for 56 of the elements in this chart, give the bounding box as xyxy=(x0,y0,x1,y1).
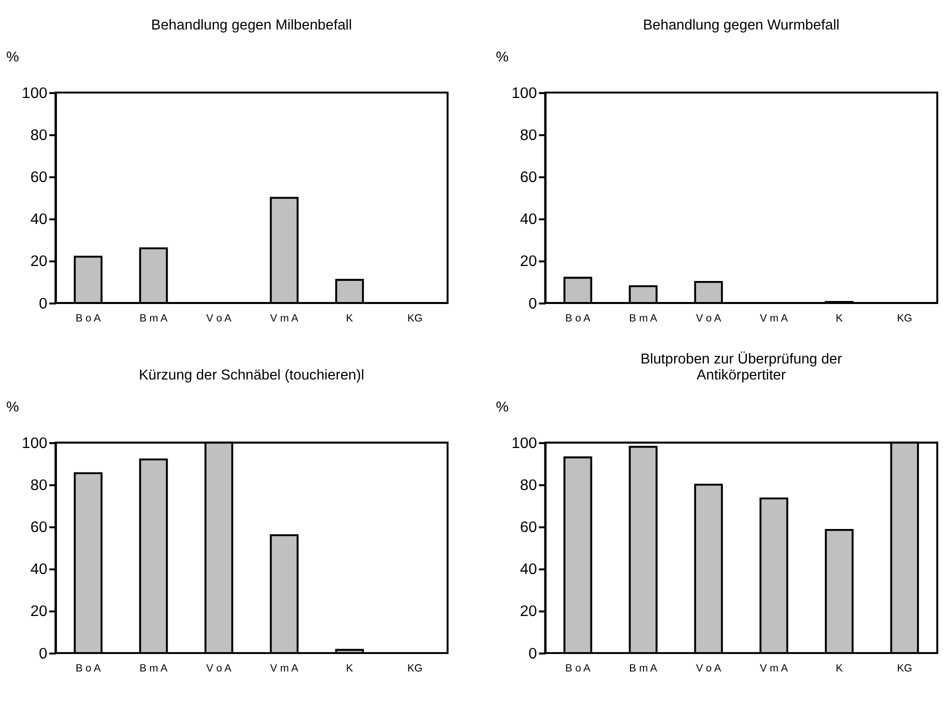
y-axis-title: % xyxy=(496,400,509,416)
y-tick-label: 100 xyxy=(22,434,48,452)
x-tick-label: K xyxy=(836,662,843,675)
x-tick-label: V m A xyxy=(270,662,298,675)
chart-title: Blutproben zur Überprüfung der Antikörpertiter xyxy=(640,351,842,384)
y-tick-label: 40 xyxy=(520,211,538,228)
y-tick-label: 20 xyxy=(520,253,538,270)
chart-title: Behandlung gegen Wurmbefall xyxy=(642,17,840,34)
x-tick-label: K xyxy=(346,312,354,325)
y-tick-label: 40 xyxy=(30,561,48,578)
x-tick-label: B m A xyxy=(139,312,168,325)
y-tick-label: 80 xyxy=(520,126,538,144)
y-tick-label: 20 xyxy=(30,603,48,620)
x-tick-label: B o A xyxy=(76,662,101,675)
x-tick-label: V m A xyxy=(270,312,298,325)
x-tick-label: KG xyxy=(896,312,912,325)
y-tick-label: 0 xyxy=(528,645,538,662)
y-tick-label: 0 xyxy=(38,295,48,312)
chart-title: Kürzung der Schnäbel (touchieren)l xyxy=(138,368,364,384)
y-tick-label: 0 xyxy=(528,295,538,312)
x-tick-label: V m A xyxy=(760,662,788,675)
x-tick-label: V o A xyxy=(206,662,232,675)
x-tick-label: V o A xyxy=(696,312,722,325)
y-tick-label: 20 xyxy=(30,253,48,270)
x-tick-label: K xyxy=(836,312,843,325)
x-tick-label: V m A xyxy=(760,312,788,325)
x-tick-label: B o A xyxy=(565,662,590,675)
y-tick-label: 60 xyxy=(30,519,48,536)
x-tick-label: V o A xyxy=(206,312,232,325)
y-tick-label: 100 xyxy=(511,434,538,452)
x-tick-label: KG xyxy=(407,662,423,675)
y-tick-label: 60 xyxy=(520,169,538,186)
y-tick-label: 80 xyxy=(30,126,48,144)
x-tick-label: K xyxy=(346,662,354,675)
y-axis-title: % xyxy=(6,50,20,66)
x-tick-label: B o A xyxy=(565,312,590,325)
y-axis-title: % xyxy=(496,50,509,66)
x-tick-label: B o A xyxy=(76,312,101,325)
y-tick-label: 0 xyxy=(38,645,48,662)
x-tick-label: KG xyxy=(407,312,423,325)
y-tick-label: 80 xyxy=(30,476,48,494)
y-tick-label: 20 xyxy=(520,603,538,620)
y-tick-label: 80 xyxy=(520,476,538,494)
y-tick-label: 60 xyxy=(30,169,48,186)
x-tick-label: KG xyxy=(896,662,912,675)
y-tick-label: 100 xyxy=(22,84,48,102)
x-tick-label: B m A xyxy=(629,662,658,675)
x-tick-label: B m A xyxy=(139,662,168,675)
chart-title: Behandlung gegen Milbenbefall xyxy=(151,17,352,34)
x-tick-label: V o A xyxy=(696,662,722,675)
y-tick-label: 100 xyxy=(511,84,538,102)
y-axis-title: % xyxy=(6,400,20,416)
y-tick-label: 40 xyxy=(520,561,538,578)
y-tick-label: 60 xyxy=(520,519,538,536)
y-tick-label: 40 xyxy=(30,211,48,228)
x-tick-label: B m A xyxy=(629,312,658,325)
